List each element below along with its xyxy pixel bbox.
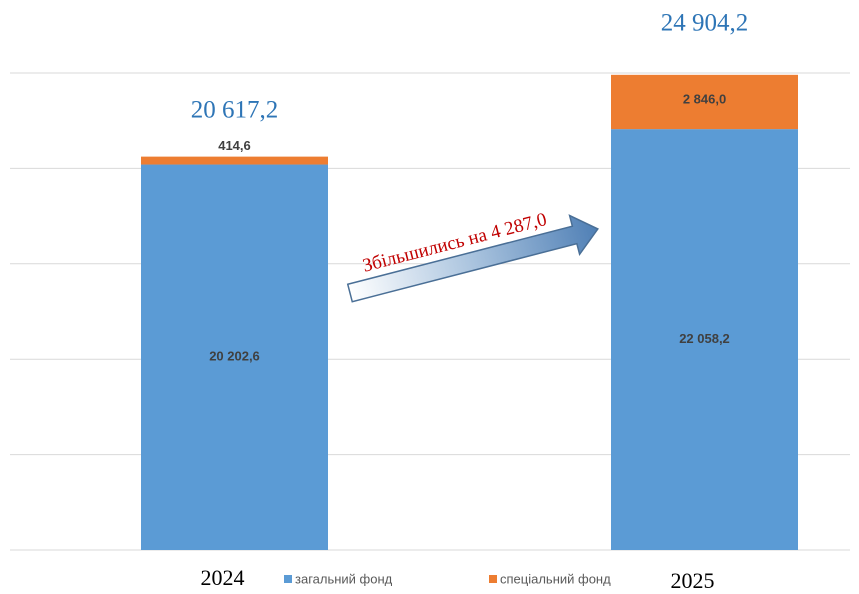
arrow <box>346 214 599 303</box>
total-label: 24 904,2 <box>661 10 749 37</box>
legend-swatch <box>489 575 497 583</box>
legend-text: спеціальний фонд <box>500 571 611 586</box>
legend-text: загальний фонд <box>295 571 393 586</box>
bar-segment <box>141 164 328 550</box>
labels: 20 202,6 414,6 20 617,2 2024 22 058,2 2 846,0… <box>191 10 749 593</box>
legend-swatch <box>284 575 292 583</box>
data-label: 20 202,6 <box>209 349 260 364</box>
total-label: 20 617,2 <box>191 96 279 123</box>
bars <box>141 74 798 550</box>
data-label: 414,6 <box>218 138 251 153</box>
x-tick-label: 2024 <box>201 565 245 590</box>
bar-segment <box>141 156 328 165</box>
x-tick-label: 2025 <box>671 568 715 593</box>
data-label: 22 058,2 <box>679 331 730 346</box>
arrow-shape <box>346 214 599 303</box>
bar-segment <box>611 74 798 130</box>
data-label: 2 846,0 <box>683 91 726 106</box>
bar-segment <box>611 129 798 550</box>
